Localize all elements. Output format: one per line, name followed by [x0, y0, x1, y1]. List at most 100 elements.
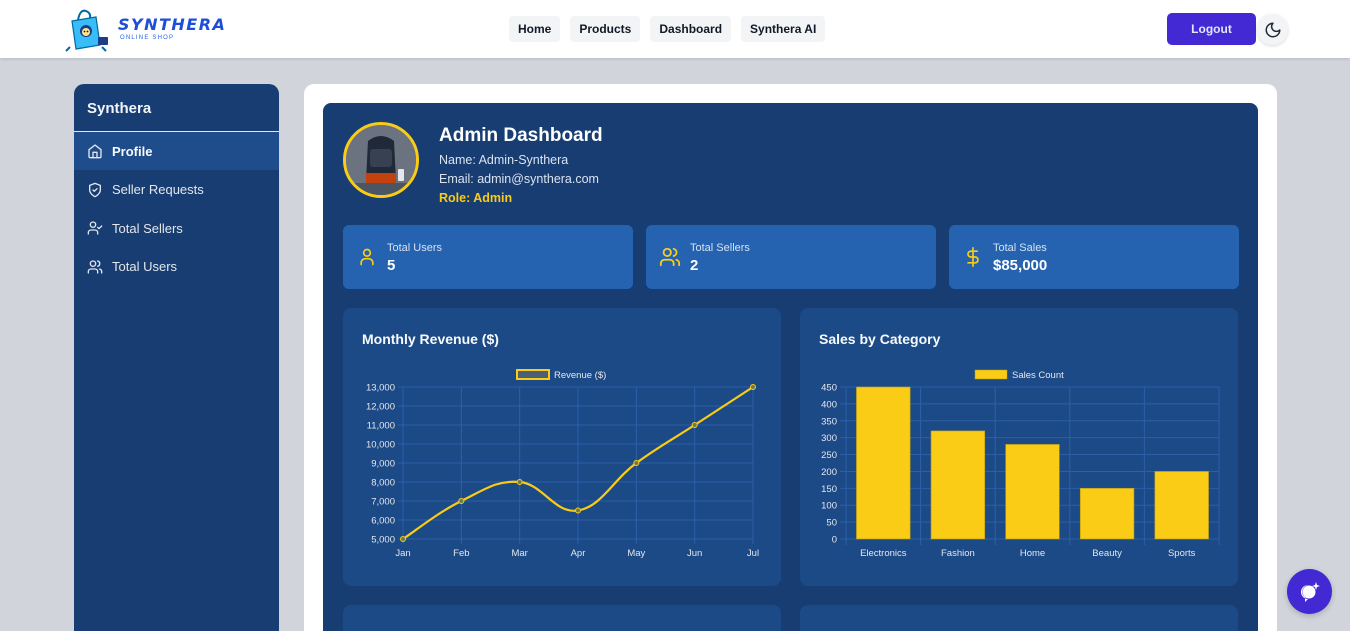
data-point: [750, 384, 756, 390]
stat-value: 5: [387, 257, 396, 274]
chart-card-placeholder: [800, 605, 1238, 631]
bar: [856, 386, 911, 540]
bar: [1154, 471, 1209, 540]
nav-products[interactable]: Products: [570, 16, 641, 42]
data-point: [691, 422, 698, 428]
y-tick-label: 10,000: [366, 440, 395, 451]
legend-swatch: [516, 369, 550, 380]
stat-value: $85,000: [993, 257, 1048, 274]
users-icon: [87, 259, 103, 274]
nav-dashboard[interactable]: Dashboard: [650, 16, 732, 42]
theme-toggle-button[interactable]: [1257, 14, 1288, 45]
y-tick-label: 5,000: [371, 535, 395, 546]
profile-header: Admin Dashboard Name: Admin-Synthera Ema…: [343, 122, 603, 208]
y-tick-label: 11,000: [367, 421, 395, 432]
legend-label: Sales Count: [1012, 370, 1064, 381]
sidebar-item-label: Seller Requests: [112, 182, 204, 197]
backpack-image: [346, 125, 416, 195]
user-check-icon: [87, 221, 103, 235]
sidebar-item-label: Total Sellers: [112, 220, 183, 236]
x-tick-label: Feb: [453, 548, 469, 559]
stat-value: 2: [690, 257, 699, 274]
sidebar-item-label: Profile: [112, 143, 153, 159]
monthly-revenue-line-chart: Revenue ($) 13,000 12,000 11,000 10,000 9,000…: [366, 369, 759, 559]
users-icon: [659, 247, 681, 267]
profile-role: Role: Admin: [439, 191, 513, 205]
y-tick-label: 13,000: [366, 383, 395, 394]
nav-synthera-ai[interactable]: Synthera AI: [741, 16, 826, 42]
ai-chat-button[interactable]: [1287, 569, 1332, 614]
legend-label: Revenue ($): [554, 370, 606, 381]
x-tick-label: Electronics: [860, 548, 907, 559]
stat-card-total-users: Total Users 5: [343, 225, 633, 289]
y-tick-label: 300: [821, 433, 837, 444]
x-tick-label: May: [627, 548, 645, 559]
sidebar-item-seller-requests[interactable]: Seller Requests: [74, 171, 279, 209]
monthly-revenue-chart-card: Monthly Revenue ($) Revenue ($) 13,000 12,…: [343, 308, 781, 586]
y-tick-label: 50: [826, 518, 837, 529]
logout-button[interactable]: Logout: [1167, 13, 1256, 45]
y-tick-label: 6,000: [371, 516, 395, 527]
logo-subtitle: ONLINE SHOP: [120, 35, 175, 41]
sidebar-title: Synthera: [74, 84, 279, 132]
logo-title: SYNTHERA: [118, 15, 227, 34]
y-tick-label: 350: [821, 416, 837, 427]
y-tick-label: 9,000: [371, 459, 395, 470]
x-tick-label: Jul: [747, 548, 759, 559]
data-point: [400, 536, 406, 542]
bar: [1079, 488, 1135, 540]
y-tick-label: 250: [821, 450, 837, 461]
bar: [1005, 444, 1060, 540]
data-point: [516, 479, 523, 485]
x-tick-label: Apr: [571, 548, 586, 559]
stats-row: Total Users 5 Total Sellers 2: [343, 225, 1239, 289]
sidebar-item-total-sellers[interactable]: Total Sellers: [74, 209, 279, 247]
main-content: Admin Dashboard Name: Admin-Synthera Ema…: [304, 84, 1277, 631]
stat-card-total-sellers: Total Sellers 2: [646, 225, 936, 289]
nav-home[interactable]: Home: [509, 16, 561, 42]
sidebar: Synthera Profile Seller Requests Total S…: [74, 84, 279, 631]
sales-by-category-bar-chart: Sales Count 450 400 350 300 250 200 150 100 50 0 El…: [821, 369, 1220, 559]
chart-title: Monthly Revenue ($): [362, 331, 499, 347]
x-tick-label: Fashion: [941, 548, 975, 559]
x-tick-label: Jun: [687, 548, 702, 559]
data-point: [633, 460, 640, 466]
sales-by-category-chart-card: Sales by Category Sales Count 450 400 350 30…: [800, 308, 1238, 586]
logo[interactable]: SYNTHERA ONLINE SHOP: [62, 5, 226, 53]
stat-card-total-sales: Total Sales $85,000: [949, 225, 1239, 289]
admin-dashboard-panel: Admin Dashboard Name: Admin-Synthera Ema…: [323, 103, 1258, 631]
profile-name: Name: Admin-Synthera: [439, 153, 569, 167]
stat-label: Total Sales: [993, 242, 1047, 254]
ai-chat-icon: [1300, 581, 1320, 602]
sidebar-item-profile[interactable]: Profile: [74, 132, 279, 170]
shield-check-icon: [89, 182, 101, 197]
top-navbar: SYNTHERA ONLINE SHOP Home Products Dashb…: [0, 0, 1350, 58]
y-tick-label: 7,000: [371, 497, 395, 508]
x-tick-label: Beauty: [1092, 548, 1122, 559]
user-icon: [360, 248, 374, 266]
dollar-icon: [967, 247, 979, 267]
y-tick-label: 8,000: [371, 478, 395, 489]
y-tick-label: 100: [821, 501, 837, 512]
profile-email: Email: admin@synthera.com: [439, 172, 599, 186]
y-tick-label: 150: [821, 484, 837, 495]
moon-icon: [1265, 22, 1280, 37]
legend-swatch: [974, 369, 1008, 380]
y-tick-label: 12,000: [366, 402, 395, 413]
shopping-bag-mascot-icon: [65, 9, 108, 52]
page-title: Admin Dashboard: [439, 125, 603, 146]
chart-card-placeholder: [343, 605, 781, 631]
y-tick-label: 200: [821, 467, 837, 478]
stat-label: Total Sellers: [690, 242, 750, 254]
bar: [930, 430, 986, 540]
chart-title: Sales by Category: [819, 331, 941, 347]
avatar: [343, 122, 419, 198]
y-tick-label: 400: [821, 399, 837, 410]
x-tick-label: Home: [1020, 548, 1045, 559]
x-tick-label: Jan: [395, 548, 410, 559]
data-point: [575, 507, 581, 514]
sidebar-item-total-users[interactable]: Total Users: [74, 248, 279, 286]
home-icon: [88, 144, 102, 159]
x-tick-label: Mar: [511, 548, 527, 559]
main-nav: Home Products Dashboard Synthera AI: [509, 16, 826, 42]
